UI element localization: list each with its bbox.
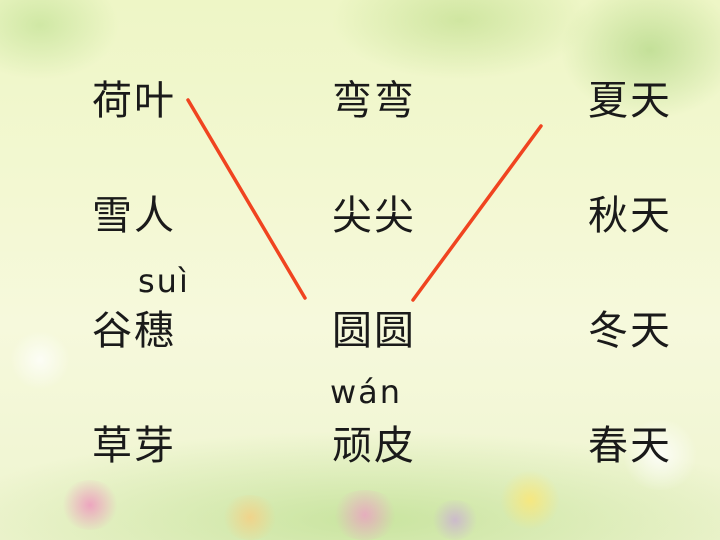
- word-winter: 冬天: [588, 308, 672, 354]
- word-curved: 弯弯: [332, 78, 416, 124]
- flower-decoration: [430, 500, 480, 540]
- word-autumn: 秋天: [588, 193, 672, 239]
- flower-decoration: [220, 495, 280, 540]
- word-naughty: 顽皮: [332, 423, 416, 469]
- match-line-lotus-leaf-to-round: [186, 98, 307, 300]
- word-spring: 春天: [588, 423, 672, 469]
- flower-decoration: [330, 490, 400, 540]
- leaf-decoration: [560, 0, 720, 120]
- pinyin-sui: suì: [138, 262, 190, 300]
- word-pointed: 尖尖: [332, 193, 416, 239]
- flower-decoration: [60, 480, 120, 530]
- word-summer: 夏天: [588, 78, 672, 124]
- word-snowman: 雪人: [92, 193, 176, 239]
- word-lotus-leaf: 荷叶: [92, 78, 176, 124]
- flower-decoration: [620, 420, 700, 490]
- flower-decoration: [500, 470, 560, 530]
- word-round: 圆圆: [332, 308, 416, 354]
- word-grass-sprout: 草芽: [92, 423, 176, 469]
- match-line-round-to-summer: [411, 124, 543, 302]
- word-grain-ear: 谷穗: [92, 308, 176, 354]
- pinyin-wan: wán: [330, 373, 403, 411]
- flower-decoration: [10, 330, 70, 390]
